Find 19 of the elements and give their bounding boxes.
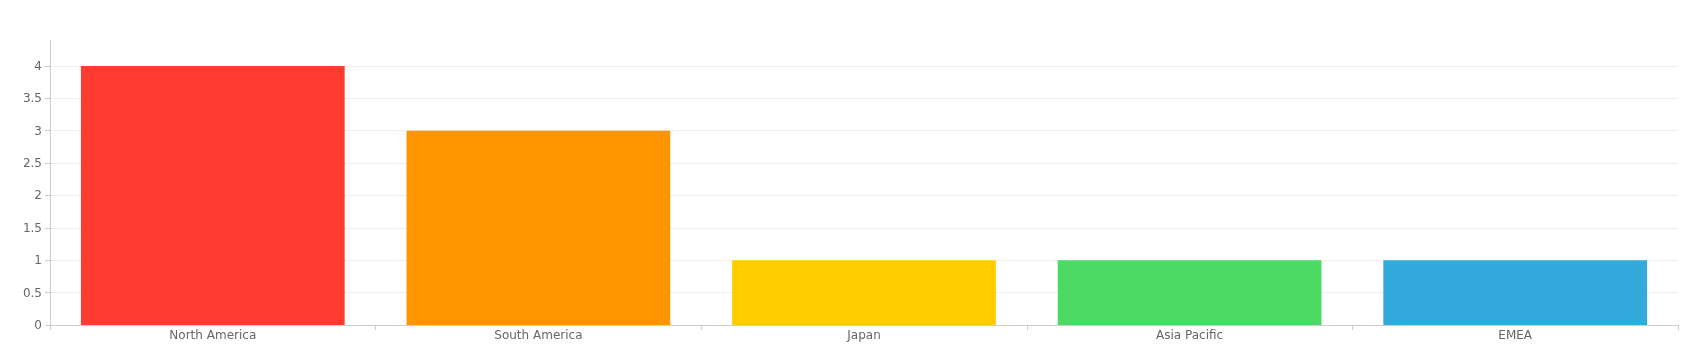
y-tick-label: 0 [34, 318, 42, 332]
bar [406, 130, 671, 325]
y-tick-label: 2.5 [22, 156, 42, 171]
y-tick-label: 3 [34, 123, 42, 138]
bar [732, 260, 996, 325]
bar [1383, 260, 1648, 325]
y-tick-label: 1.5 [22, 220, 42, 235]
x-tick-label: Asia Pacific [1156, 328, 1224, 342]
bar [1057, 260, 1322, 325]
x-tick-label: North America [169, 328, 257, 342]
x-tick-label: South America [494, 328, 583, 342]
y-tick-label: 4 [34, 58, 42, 73]
x-tick-label: Japan [846, 328, 881, 342]
bar [80, 65, 345, 325]
y-tick-label: 1 [34, 253, 42, 268]
y-tick-label: 2 [34, 188, 42, 203]
x-tick-label: EMEA [1498, 328, 1533, 342]
y-tick-label: 0.5 [22, 285, 42, 300]
y-tick-label: 3.5 [22, 91, 42, 106]
